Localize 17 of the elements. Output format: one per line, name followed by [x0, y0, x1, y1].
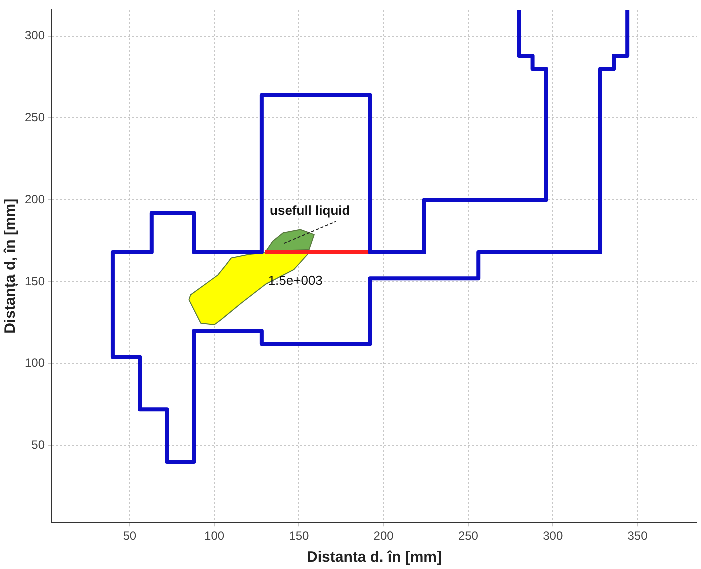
x-tick-label: 200	[374, 529, 394, 544]
annotation: usefull liquid	[270, 202, 350, 218]
x-tick-label: 100	[204, 529, 225, 544]
x-tick-label: 300	[543, 529, 564, 544]
y-tick-label: 100	[24, 356, 46, 370]
y-tick-label: 200	[24, 192, 46, 206]
y-tick-label: 250	[24, 110, 46, 125]
x-tick-label: 250	[458, 529, 479, 544]
x-tick-label: 150	[289, 529, 310, 544]
annotation: 1.5e+003	[268, 273, 323, 288]
x-tick-label: 50	[123, 529, 137, 544]
y-tick-label: 300	[24, 28, 46, 43]
x-axis-title: Distanta d. în [mm]	[307, 549, 442, 566]
y-axis-title: Distanța d, în [mm]	[2, 198, 20, 334]
y-tick-label: 50	[32, 438, 46, 452]
x-tick-label: 350	[628, 529, 648, 544]
y-tick-label: 150	[24, 274, 46, 288]
